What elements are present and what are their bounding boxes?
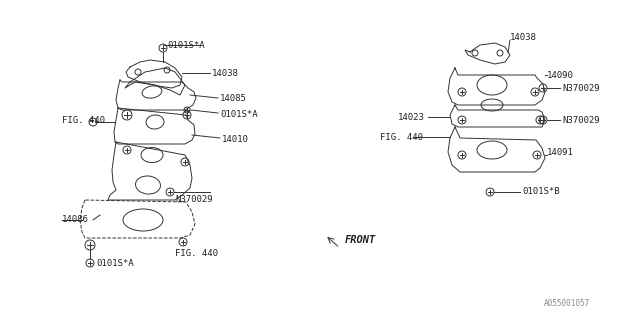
Text: N370029: N370029 <box>562 116 600 124</box>
Text: 14086: 14086 <box>62 215 89 225</box>
Text: FIG. 440: FIG. 440 <box>175 250 218 259</box>
Text: 0101S*A: 0101S*A <box>220 109 258 118</box>
Text: 14090: 14090 <box>547 70 574 79</box>
Text: 14085: 14085 <box>220 93 247 102</box>
Text: FIG. 440: FIG. 440 <box>62 116 105 124</box>
Text: 0101S*A: 0101S*A <box>167 41 205 50</box>
Text: 0101S*A: 0101S*A <box>96 259 134 268</box>
Text: A055001057: A055001057 <box>544 299 590 308</box>
Text: FIG. 440: FIG. 440 <box>380 132 423 141</box>
Text: 14038: 14038 <box>212 68 239 77</box>
Text: N370029: N370029 <box>562 84 600 92</box>
Text: 0101S*B: 0101S*B <box>522 188 559 196</box>
Text: 14038: 14038 <box>510 33 537 42</box>
Text: 14023: 14023 <box>398 113 425 122</box>
Text: FRONT: FRONT <box>345 235 376 245</box>
Text: 14091: 14091 <box>547 148 574 156</box>
Text: 14010: 14010 <box>222 134 249 143</box>
Text: N370029: N370029 <box>175 195 212 204</box>
